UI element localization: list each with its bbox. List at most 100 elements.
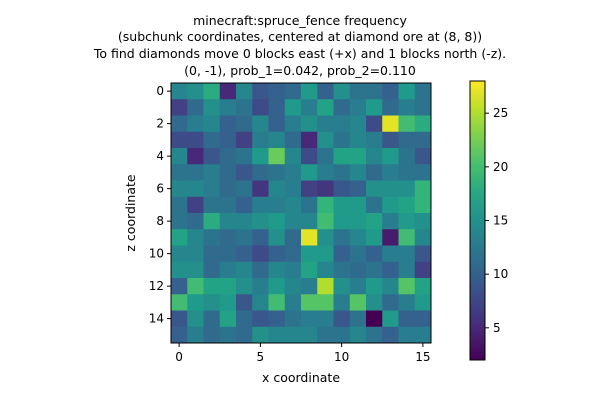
heatmap-cell [333,245,351,263]
heatmap-cell [284,115,302,133]
heatmap-cell [171,131,188,149]
heatmap-cell [284,294,302,311]
heatmap-cell [317,196,334,214]
heatmap-cell [317,229,334,246]
heatmap-cell [219,229,237,246]
heatmap-cell [236,213,253,230]
heatmap-cell [382,115,399,133]
heatmap-cell [187,310,204,328]
heatmap-cell [317,310,334,328]
heatmap-cell [317,245,334,263]
heatmap-cell [203,164,221,181]
heatmap-cell [203,245,221,263]
heatmap-cell [301,213,318,230]
heatmap-cell [414,310,432,328]
y-tick-label: 10 [149,247,164,261]
heatmap-cell [366,196,383,214]
colorbar [469,80,486,361]
heatmap-cell [187,294,204,311]
heatmap-cell [382,196,399,214]
heatmap-cell [398,213,416,230]
heatmap-cell [236,294,253,311]
heatmap-cell [366,99,383,116]
heatmap-cell [398,99,416,116]
heatmap-cell [366,261,383,279]
heatmap-cell [219,115,237,133]
heatmap-cell [252,164,269,181]
heatmap-cell [236,229,253,246]
y-tick-label: 4 [156,149,164,163]
heatmap-cell [171,115,188,133]
y-axis-ticks: 0 2 4 6 8 10 12 14 [149,84,171,326]
heatmap-cell [414,294,432,311]
heatmap-cell [219,99,237,116]
heatmap-cell [284,229,302,246]
heatmap-cell [236,115,253,133]
heatmap-cell [252,131,269,149]
heatmap-cell [414,164,432,181]
heatmap-cell [301,83,318,100]
heatmap-cell [252,196,269,214]
y-tick-label: 12 [149,279,164,293]
heatmap-cell [333,115,351,133]
heatmap-cell [414,196,432,214]
heatmap-cell [333,164,351,181]
heatmap-cell [333,229,351,246]
heatmap-cell [317,294,334,311]
heatmap-cell [398,131,416,149]
heatmap-cell [366,326,383,344]
heatmap-cell [203,99,221,116]
heatmap-cell [268,310,286,328]
heatmap-cell [366,310,383,328]
heatmap-cell [333,294,351,311]
heatmap-cell [268,115,286,133]
heatmap-cell [236,99,253,116]
heatmap-cell [268,294,286,311]
heatmap-cell [187,196,204,214]
heatmap-cell [187,148,204,165]
heatmap-cell [252,99,269,116]
heatmap-cell [398,278,416,295]
heatmap-cell [187,180,204,198]
heatmap-cell [268,164,286,181]
heatmap-cell [219,326,237,344]
title-line-3: To find diamonds move 0 blocks east (+x)… [93,46,506,61]
heatmap-cell [284,196,302,214]
heatmap-cell [301,294,318,311]
heatmap-cell [219,261,237,279]
heatmap-cell [333,131,351,149]
heatmap-cell [349,115,367,133]
heatmap-cell [382,180,399,198]
heatmap-cell [301,278,318,295]
heatmap-cell [252,310,269,328]
heatmap-cell [317,180,334,198]
heatmap-cell [301,245,318,263]
heatmap-cell [203,326,221,344]
heatmap-cell [398,180,416,198]
heatmap-cell [414,278,432,295]
heatmap-cell [333,148,351,165]
heatmap-cell [382,131,399,149]
heatmap-cell [398,326,416,344]
heatmap-cell [219,148,237,165]
heatmap-cell [252,261,269,279]
heatmap-cell [252,148,269,165]
title-line-2: (subchunk coordinates, centered at diamo… [118,29,482,44]
heatmap-cell [301,229,318,246]
heatmap-cell [187,278,204,295]
heatmap-cells [171,83,432,344]
heatmap-cell [171,213,188,230]
heatmap-cell [252,326,269,344]
heatmap-cell [366,164,383,181]
heatmap-cell [252,278,269,295]
heatmap-cell [284,148,302,165]
heatmap-cell [219,196,237,214]
heatmap-cell [171,196,188,214]
y-axis-label: z coordinate [123,174,138,252]
x-tick-label: 0 [175,350,183,364]
heatmap-cell [349,326,367,344]
heatmap-cell [284,261,302,279]
heatmap-cell [366,148,383,165]
heatmap-cell [203,294,221,311]
